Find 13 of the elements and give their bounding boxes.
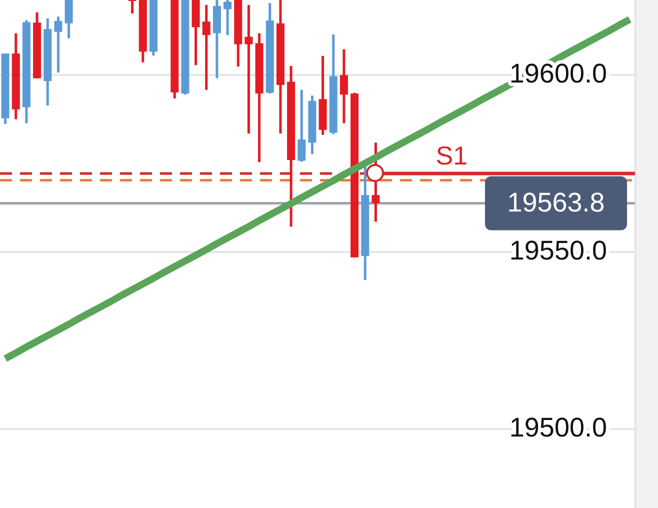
candlestick xyxy=(64,0,73,40)
candlestick xyxy=(54,15,62,74)
candlestick xyxy=(244,4,253,135)
candlestick xyxy=(224,0,232,36)
candlestick xyxy=(128,0,136,15)
ref-line-label: 19563.8 xyxy=(507,188,605,218)
candlestick xyxy=(298,88,306,164)
y-tick-label: 19500.0 xyxy=(509,412,607,443)
y-tick-label: 19550.0 xyxy=(509,236,607,266)
candlestick xyxy=(340,48,348,124)
candlestick xyxy=(372,141,380,223)
candlestick xyxy=(202,4,210,92)
ref-line-label: S1 xyxy=(436,140,468,171)
